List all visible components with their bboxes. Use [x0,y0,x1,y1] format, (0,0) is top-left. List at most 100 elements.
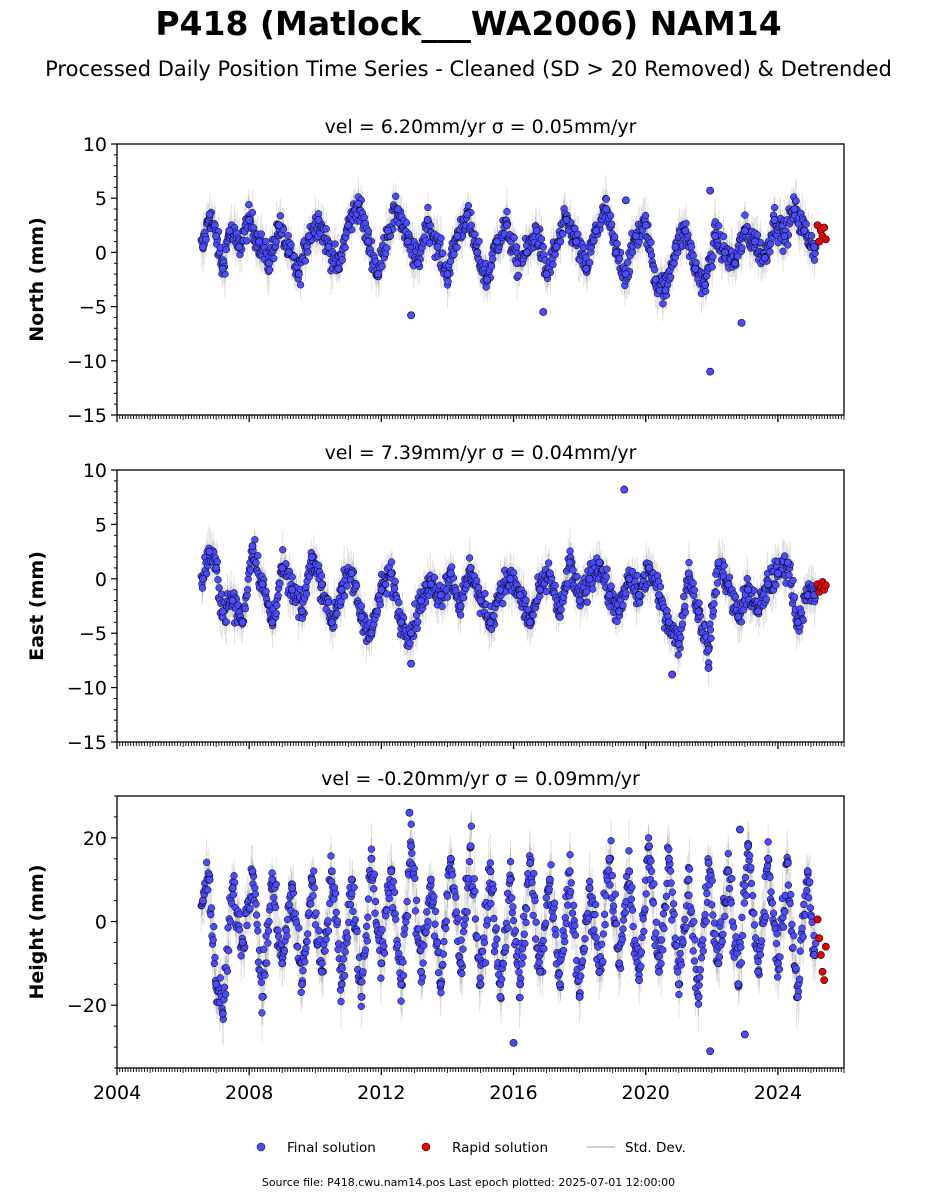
final-point [225,226,234,235]
final-point [764,580,772,589]
final-point [506,875,515,884]
plot-area-height [197,807,830,1056]
rapid-point [821,235,830,244]
y-tick-label: 0 [95,912,107,934]
final-point [783,558,792,567]
final-point [218,1009,227,1018]
final-point [503,221,511,230]
final-point [635,591,644,600]
final-point [265,259,273,268]
final-point [407,311,416,320]
final-point [545,569,554,578]
final-point [245,215,254,224]
final-point [704,664,713,672]
rapid-point [813,915,822,924]
final-point [691,264,700,273]
final-point [674,980,683,989]
final-point [754,967,762,976]
rapid-solution-points-east [813,578,830,596]
final-point [754,607,762,616]
final-point [615,959,624,968]
final-point [436,980,445,989]
final-point [205,210,214,219]
final-point [602,205,610,213]
final-point [288,585,297,594]
legend-marker-1 [421,1142,431,1152]
final-point [486,867,495,876]
final-point [651,275,660,284]
final-point [810,243,819,251]
final-point [714,558,723,567]
final-point [377,585,386,594]
final-point [704,645,713,654]
plot-area-north [197,174,830,376]
final-point [347,569,356,578]
final-point [711,232,720,241]
final-point [803,867,812,876]
final-point [255,237,263,246]
final-point [655,967,663,976]
final-point [706,1047,715,1056]
final-point [582,264,591,273]
panel-east: vel = 7.39mm/yr σ = 0.04mm/yr East (mm) 10… [26,442,845,754]
final-point [668,670,677,679]
final-point [736,825,744,834]
rapid-point [818,967,827,976]
final-point [740,1030,749,1039]
final-point [298,980,306,989]
y-axis-label-east: East (mm) [26,551,48,661]
final-point [774,569,782,578]
legend-marker-0 [256,1142,266,1152]
final-point [327,618,336,627]
final-point [539,308,548,316]
plot-area-east [197,485,830,687]
final-point [645,842,653,851]
final-point [436,591,445,600]
final-point [496,585,505,594]
final-point [473,248,482,257]
final-point [744,585,753,594]
final-point [317,580,326,589]
final-point [466,564,475,572]
final-point [417,596,425,605]
final-point [354,199,363,208]
y-tick-label: 10 [83,134,107,156]
final-point [446,569,455,578]
final-point [585,574,594,583]
final-point [734,612,743,621]
final-point [635,976,644,985]
final-point [706,367,715,376]
final-point [212,232,221,241]
final-point [308,553,316,561]
x-tick-label: 2012 [357,1082,405,1104]
final-point [585,884,594,892]
final-point [793,992,802,1001]
final-point [724,580,733,589]
final-point [536,585,544,594]
final-point [476,980,485,989]
final-point [324,243,333,251]
final-point [337,980,346,989]
panel-title-north: vel = 6.20mm/yr σ = 0.05mm/yr [325,116,637,138]
final-point [205,875,214,884]
final-point [615,607,624,616]
final-point [407,842,416,851]
final-point [625,867,634,876]
final-point [645,564,653,572]
final-point [810,951,819,959]
final-point [764,854,772,863]
final-point [304,232,313,241]
final-point [284,248,293,257]
rapid-solution-points-north [813,221,830,246]
final-point [199,243,207,251]
rapid-point [821,581,830,590]
final-point [661,286,670,295]
final-point [405,808,414,817]
final-point [516,980,525,989]
rapid-solution-points-height [813,915,830,985]
final-point [575,992,584,1001]
final-point [337,585,346,594]
final-point [228,884,237,892]
final-point [357,612,366,621]
final-point [314,215,323,224]
